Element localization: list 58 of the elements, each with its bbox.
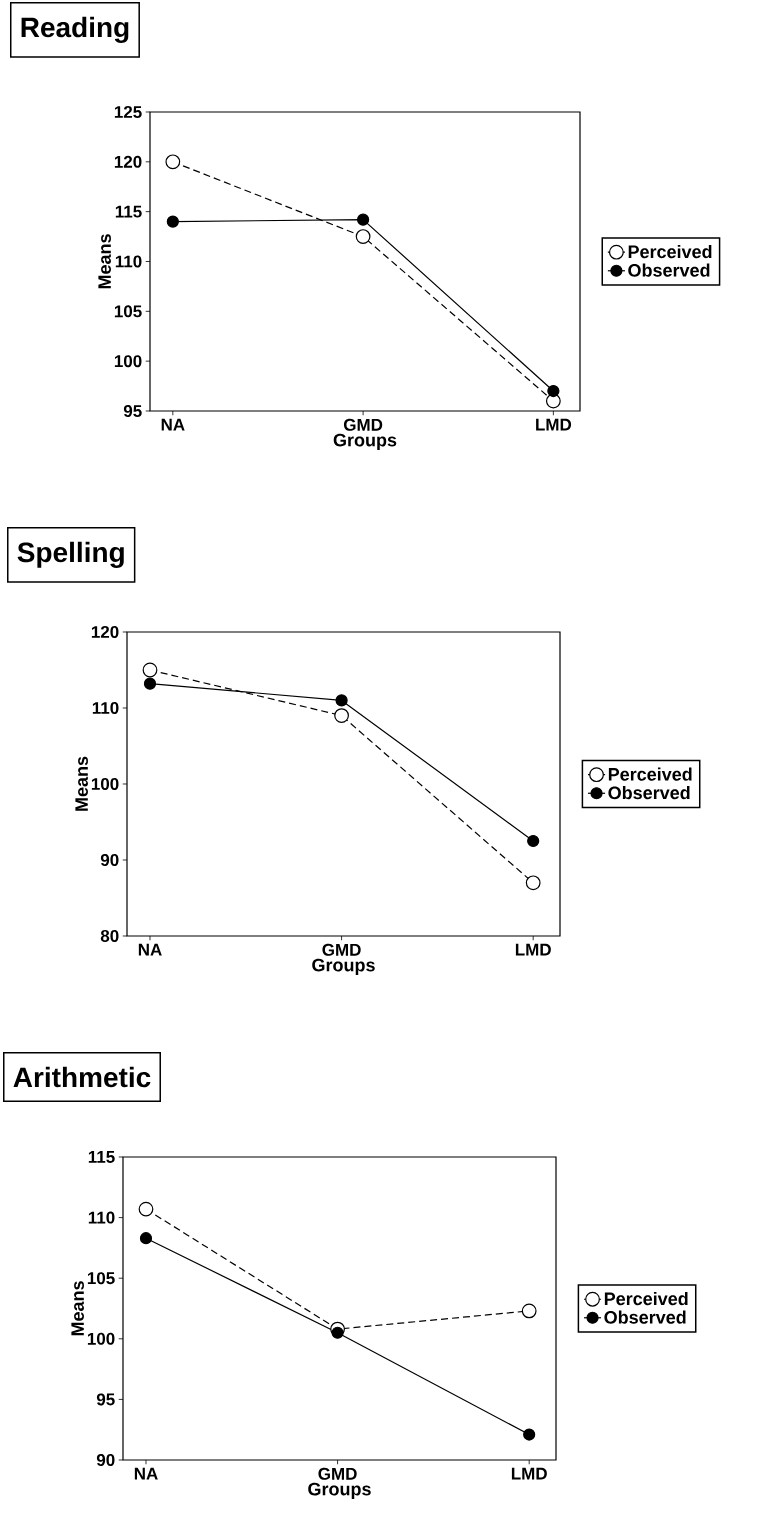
x-axis-title: Groups: [308, 1482, 371, 1499]
y-tick-label: 90: [96, 1453, 115, 1467]
y-tick-label: 120: [91, 625, 119, 639]
y-tick-label: 120: [114, 155, 142, 168]
x-tick-label: LMD: [511, 1467, 547, 1480]
y-tick-label: 100: [91, 777, 119, 791]
x-tick-label: GMD: [318, 1467, 357, 1480]
y-tick-label: 125: [114, 105, 142, 119]
legend-label: Perceived: [608, 767, 692, 781]
chart-title: Arithmetic: [13, 1066, 151, 1088]
legend-label: Observed: [604, 1310, 686, 1324]
point: [527, 834, 540, 848]
chart-title: Spelling: [17, 541, 124, 568]
x-tick-label: GMD: [343, 418, 383, 431]
legend-label: Perceived: [628, 244, 712, 259]
point: [547, 384, 560, 398]
legend-label: Perceived: [604, 1291, 688, 1306]
point: [142, 662, 158, 678]
point: [138, 1201, 154, 1217]
x-tick-label: GMD: [322, 943, 361, 956]
point: [525, 875, 541, 891]
y-tick-label: 95: [96, 1393, 115, 1406]
legend-label: Observed: [628, 263, 710, 277]
legend-label: Observed: [608, 785, 690, 800]
point: [331, 1326, 344, 1339]
y-axis-title: Means: [71, 1281, 84, 1336]
y-axis-title: Means: [75, 756, 88, 811]
x-tick-label: NA: [138, 943, 162, 956]
y-tick-label: 100: [87, 1332, 115, 1345]
point: [357, 213, 370, 226]
x-tick-label: NA: [161, 418, 185, 431]
x-tick-label: NA: [134, 1467, 158, 1480]
point: [334, 708, 349, 723]
point: [139, 1232, 153, 1245]
x-tick-label: LMD: [536, 418, 572, 431]
point: [143, 677, 157, 690]
y-tick-label: 105: [87, 1272, 115, 1285]
y-tick-label: 110: [115, 255, 142, 268]
point: [335, 694, 348, 707]
y-tick-label: 115: [115, 205, 142, 218]
y-tick-label: 110: [88, 1211, 115, 1224]
point: [521, 1303, 537, 1319]
point: [165, 154, 181, 170]
y-tick-label: 100: [114, 355, 142, 368]
x-axis-title: Groups: [333, 433, 397, 450]
y-tick-label: 110: [92, 701, 119, 715]
y-tick-label: 80: [100, 929, 119, 943]
chart-title: Reading: [21, 16, 129, 43]
y-tick-label: 95: [123, 404, 142, 418]
point: [523, 1428, 536, 1441]
y-axis-title: Means: [98, 234, 111, 289]
y-tick-label: 105: [114, 305, 142, 318]
point: [166, 215, 179, 228]
point: [355, 229, 371, 244]
y-tick-label: 115: [88, 1151, 115, 1163]
x-axis-title: Groups: [312, 958, 375, 975]
x-tick-label: LMD: [515, 943, 551, 956]
y-tick-label: 90: [100, 853, 119, 867]
